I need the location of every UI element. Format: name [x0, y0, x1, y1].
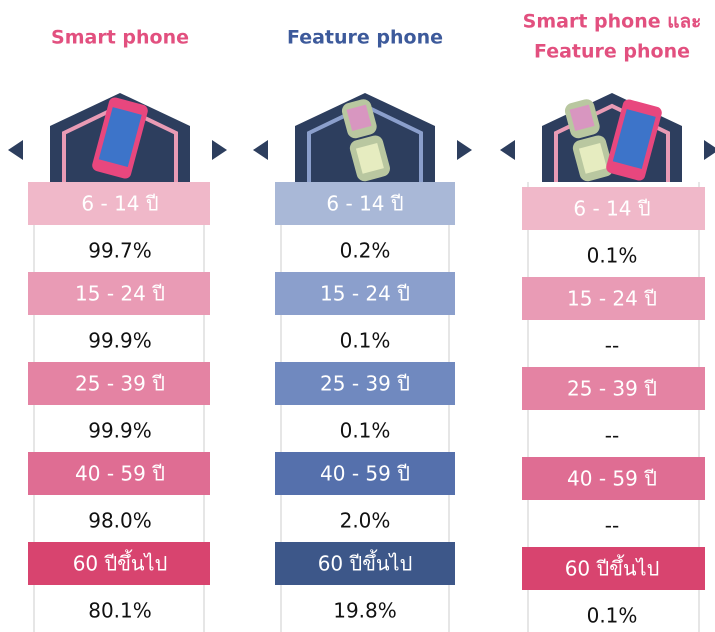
- value-label: 0.1%: [340, 329, 391, 353]
- value-label: 0.1%: [587, 244, 638, 268]
- age-band: [522, 457, 705, 500]
- arrow-right: [704, 140, 715, 160]
- column-title: Feature phone: [534, 41, 690, 63]
- value-label: 2.0%: [340, 509, 391, 533]
- value-label: 80.1%: [88, 599, 152, 623]
- age-label: 40 - 59 ปี: [320, 462, 410, 486]
- value-label: --: [605, 334, 619, 358]
- age-band: [28, 362, 210, 405]
- phone-keypad: [355, 142, 384, 174]
- feature-phone-icon: [564, 99, 613, 182]
- value-label: --: [605, 424, 619, 448]
- age-label: 60 ปีขึ้นไป: [73, 550, 168, 576]
- arrow-left: [500, 140, 515, 160]
- value-label: 0.1%: [587, 604, 638, 628]
- column-title: Feature phone: [287, 27, 443, 49]
- age-label: 6 - 14 ปี: [81, 192, 158, 216]
- smart-phone-icon: [606, 99, 662, 181]
- phone-screen: [98, 107, 142, 167]
- age-band: [28, 272, 210, 315]
- age-label: 40 - 59 ปี: [567, 467, 657, 491]
- age-label: 40 - 59 ปี: [75, 462, 165, 486]
- age-label: 25 - 39 ปี: [567, 377, 657, 401]
- age-label: 60 ปีขึ้นไป: [318, 550, 413, 576]
- age-label: 6 - 14 ปี: [573, 197, 650, 221]
- age-band: [275, 542, 455, 585]
- arrow-left: [253, 140, 268, 160]
- phone-screen: [612, 109, 656, 169]
- age-label: 60 ปีขึ้นไป: [565, 555, 660, 581]
- column-title: Smart phone: [51, 27, 189, 49]
- phone-lid-screen: [346, 104, 372, 131]
- value-label: --: [605, 514, 619, 538]
- age-band: [275, 272, 455, 315]
- age-band: [28, 452, 210, 495]
- age-band: [522, 277, 705, 320]
- age-label: 15 - 24 ปี: [320, 282, 410, 306]
- arrow-left: [8, 140, 23, 160]
- age-band: [522, 187, 705, 230]
- age-band: [28, 182, 210, 225]
- arrow-right: [212, 140, 227, 160]
- arrow-right: [457, 140, 472, 160]
- house-frame: [295, 93, 435, 182]
- column-title: Smart phone และ: [523, 11, 702, 33]
- value-label: 0.2%: [340, 239, 391, 263]
- age-label: 25 - 39 ปี: [75, 372, 165, 396]
- age-band: [522, 367, 705, 410]
- phone-keypad: [578, 142, 607, 174]
- value-label: 99.9%: [88, 419, 152, 443]
- value-label: 99.7%: [88, 239, 152, 263]
- feature-phone-icon: [341, 99, 390, 182]
- age-band: [275, 362, 455, 405]
- phone-lid-screen: [569, 104, 595, 131]
- value-label: 19.8%: [333, 599, 397, 623]
- house-outline: [554, 103, 670, 182]
- age-band: [28, 542, 210, 585]
- value-label: 98.0%: [88, 509, 152, 533]
- age-band: [275, 452, 455, 495]
- value-label: 99.9%: [88, 329, 152, 353]
- age-label: 6 - 14 ปี: [326, 192, 403, 216]
- age-band: [275, 182, 455, 225]
- age-label: 25 - 39 ปี: [320, 372, 410, 396]
- smart-phone-icon: [92, 97, 148, 179]
- age-label: 15 - 24 ปี: [567, 287, 657, 311]
- value-label: 0.1%: [340, 419, 391, 443]
- age-label: 15 - 24 ปี: [75, 282, 165, 306]
- age-band: [522, 547, 705, 590]
